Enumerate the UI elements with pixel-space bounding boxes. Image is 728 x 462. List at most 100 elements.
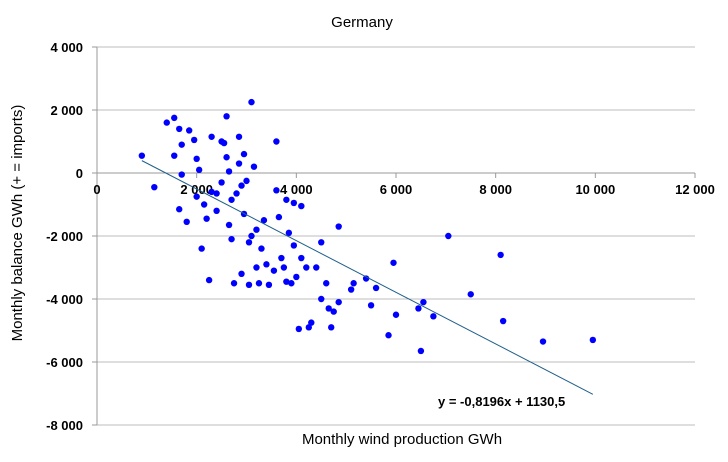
scatter-points	[138, 98, 597, 355]
data-point	[293, 273, 300, 281]
data-point	[233, 190, 240, 197]
data-point	[330, 308, 337, 315]
y-tick-label: 2 000	[50, 103, 83, 118]
x-tick-label: 10 000	[575, 182, 615, 197]
data-point	[467, 291, 474, 298]
x-tick-label: 8 000	[479, 182, 512, 197]
data-point	[190, 136, 198, 144]
y-axis-ticks: 4 000 2 000 0 -2 000 -4 000 -6 000 -8 000	[46, 40, 97, 433]
data-point	[238, 182, 245, 189]
data-point	[275, 213, 283, 221]
data-point	[183, 218, 190, 226]
y-tick-label: -8 000	[46, 418, 83, 433]
data-point	[318, 239, 325, 246]
data-point	[243, 177, 250, 185]
data-point	[238, 270, 245, 277]
data-point	[171, 114, 178, 122]
data-point	[235, 160, 243, 167]
data-point	[228, 196, 235, 203]
data-point	[372, 284, 380, 292]
data-point	[198, 245, 205, 252]
x-tick-label: 12 000	[675, 182, 715, 197]
data-point	[235, 133, 243, 140]
data-point	[290, 199, 298, 207]
trendline-equation: y = -0,8196x + 1130,5	[438, 394, 565, 409]
data-point	[230, 280, 238, 287]
data-point	[325, 305, 332, 312]
data-point	[176, 125, 183, 133]
data-point	[285, 229, 293, 237]
y-tick-label: -6 000	[46, 355, 83, 370]
x-axis-label: Monthly wind production GWh	[302, 431, 502, 448]
data-point	[193, 155, 200, 163]
data-point	[178, 141, 185, 148]
data-point	[220, 139, 228, 147]
data-point	[263, 261, 270, 268]
data-point	[313, 264, 320, 271]
data-point	[225, 221, 233, 229]
data-point	[328, 324, 335, 331]
data-point	[208, 133, 215, 140]
data-point	[288, 280, 295, 287]
y-tick-label: 4 000	[50, 40, 83, 55]
data-point	[255, 280, 263, 287]
data-point	[445, 232, 452, 240]
data-point	[138, 152, 146, 159]
data-point	[290, 242, 298, 249]
data-point	[499, 317, 507, 325]
data-point	[195, 166, 203, 174]
x-tick-label: 0	[93, 182, 100, 197]
data-point	[185, 127, 193, 134]
chart-title: Germany	[331, 14, 393, 31]
data-point	[245, 281, 253, 289]
y-tick-label: -4 000	[46, 292, 83, 307]
data-point	[278, 254, 285, 262]
data-point	[223, 113, 230, 120]
data-point	[308, 319, 315, 326]
data-point	[392, 311, 400, 318]
data-point	[335, 298, 342, 306]
data-point	[367, 302, 375, 309]
data-point	[260, 217, 268, 224]
data-point	[265, 281, 273, 289]
data-point	[273, 187, 280, 194]
data-point	[350, 280, 357, 287]
data-point	[248, 98, 255, 106]
data-point	[280, 264, 288, 271]
data-point	[298, 254, 305, 262]
data-point	[305, 324, 312, 331]
data-point	[390, 259, 397, 266]
data-point	[205, 276, 213, 284]
data-point	[151, 183, 158, 191]
x-tick-label: 4 000	[280, 182, 313, 197]
data-point	[163, 119, 170, 126]
data-point	[253, 264, 260, 271]
data-point	[335, 223, 342, 230]
data-point	[589, 336, 597, 344]
data-point	[193, 193, 200, 200]
data-point	[497, 251, 504, 259]
data-point	[250, 163, 258, 170]
data-point	[225, 168, 233, 175]
data-point	[318, 295, 325, 303]
data-point	[171, 152, 178, 159]
data-point	[253, 226, 260, 233]
data-point	[258, 245, 265, 252]
data-point	[218, 179, 225, 186]
data-point	[240, 150, 248, 158]
y-tick-label: 0	[76, 166, 83, 181]
data-point	[223, 154, 230, 161]
data-point	[213, 190, 220, 197]
data-point	[270, 267, 278, 274]
data-point	[176, 206, 183, 213]
data-point	[298, 202, 305, 210]
data-point	[323, 280, 330, 287]
data-point	[385, 332, 392, 339]
data-point	[248, 232, 255, 240]
data-point	[430, 313, 437, 320]
data-point	[417, 347, 425, 355]
data-point	[200, 201, 208, 208]
data-point	[362, 275, 370, 282]
